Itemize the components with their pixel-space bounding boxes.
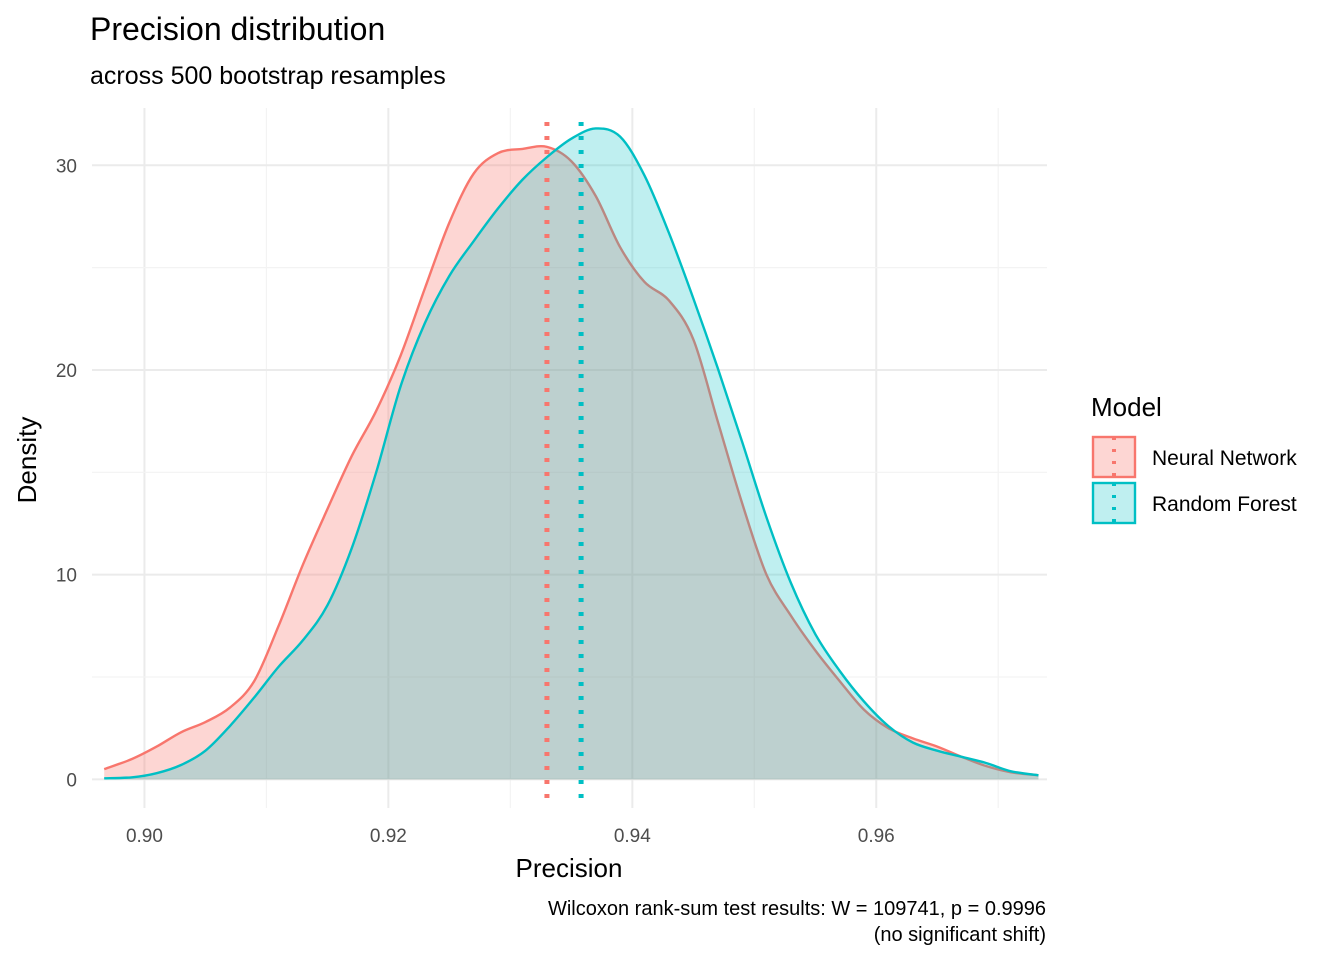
y-tick-label: 20	[56, 361, 77, 382]
x-tick-label: 0.94	[614, 826, 651, 847]
legend-item-neural-network: Neural Network	[1091, 435, 1297, 479]
legend-key-random-forest	[1091, 481, 1137, 525]
random-forest-density-fill	[104, 128, 1039, 780]
y-axis-title: Density	[12, 417, 42, 504]
neural-network-density-fill	[104, 146, 1039, 780]
x-tick-label: 0.92	[370, 826, 407, 847]
caption-line-2: (no significant shift)	[874, 924, 1046, 946]
x-tick-label: 0.90	[126, 826, 163, 847]
legend-label-neural-network: Neural Network	[1152, 447, 1297, 470]
density-areas	[103, 127, 1039, 780]
y-axis-ticks: 0 10 20 30	[56, 156, 77, 791]
y-tick-label: 0	[66, 770, 77, 791]
grid-lines	[92, 108, 1047, 808]
legend-key-neural-network	[1091, 435, 1137, 479]
random-forest-density-line	[104, 127, 1039, 780]
mean-lines	[544, 122, 584, 808]
legend-label-random-forest: Random Forest	[1152, 493, 1297, 516]
legend-item-random-forest: Random Forest	[1091, 481, 1297, 525]
y-tick-label: 30	[56, 156, 77, 177]
caption-line-1: Wilcoxon rank-sum test results: W = 1097…	[548, 898, 1046, 920]
x-tick-label: 0.96	[858, 826, 895, 847]
x-axis-title: Precision	[516, 853, 623, 883]
x-axis-ticks: 0.90 0.92 0.94 0.96	[126, 826, 895, 847]
chart-subtitle: across 500 bootstrap resamples	[90, 62, 446, 90]
y-tick-label: 10	[56, 566, 77, 587]
neural-network-density-line	[103, 145, 1039, 777]
legend: Model Neural Network Random Forest	[1091, 392, 1297, 525]
legend-title: Model	[1091, 392, 1162, 422]
chart-title: Precision distribution	[90, 11, 385, 47]
